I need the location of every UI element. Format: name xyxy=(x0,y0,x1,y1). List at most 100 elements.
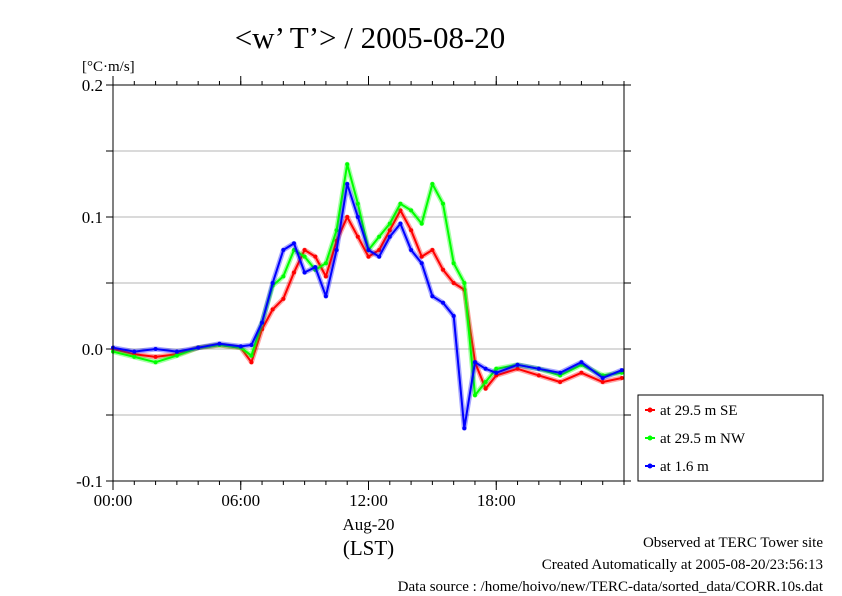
axis-ticks: -0.1 0.0 0.1 0.2 00:00 06:00 12:00 18:00 xyxy=(76,76,631,510)
series-point xyxy=(345,215,350,219)
series-point xyxy=(132,354,137,359)
series-point xyxy=(345,162,350,167)
series-point xyxy=(366,248,371,252)
series-point xyxy=(441,267,446,272)
y-axis-unit-label: [°C·m/s] xyxy=(82,59,135,75)
x-axis-title: (LST) xyxy=(343,536,394,560)
x-tick-label: 18:00 xyxy=(477,491,516,510)
series-point xyxy=(536,373,541,378)
series-point xyxy=(419,221,424,226)
series-point xyxy=(398,221,403,226)
series-point xyxy=(270,281,275,285)
series-point xyxy=(494,370,499,375)
series-point xyxy=(515,362,520,367)
legend-box xyxy=(637,394,824,482)
series-point xyxy=(132,349,137,354)
series-point xyxy=(600,376,605,381)
series-point xyxy=(451,261,456,266)
plot-frame xyxy=(112,84,625,482)
legend-marker xyxy=(647,435,653,441)
chart-title: <w’ T’> / 2005-08-20 xyxy=(235,20,506,55)
x-tick-label: 06:00 xyxy=(221,491,260,510)
series-point xyxy=(323,294,328,299)
series-point xyxy=(409,208,414,213)
series-point xyxy=(355,201,360,206)
series-line xyxy=(112,183,623,430)
legend-marker xyxy=(647,463,653,469)
series-point xyxy=(153,354,158,359)
series-point xyxy=(313,265,318,270)
series-point xyxy=(619,368,624,373)
series-point xyxy=(260,320,265,325)
series-point xyxy=(153,360,158,365)
series-point xyxy=(462,281,467,285)
series-point xyxy=(174,349,179,354)
series-point xyxy=(323,261,328,266)
footer-site-note: Observed at TERC Tower site xyxy=(642,535,823,551)
series-point xyxy=(334,228,339,233)
series-point xyxy=(281,274,286,279)
series-point xyxy=(238,344,243,349)
y-tick-label: -0.1 xyxy=(76,472,103,491)
series-point xyxy=(494,366,499,371)
series-point xyxy=(441,201,446,206)
series-point xyxy=(430,182,435,186)
series-point xyxy=(536,366,541,371)
legend-marker xyxy=(647,407,653,413)
series-point xyxy=(419,254,424,259)
legend-label: at 29.5 m SE xyxy=(660,403,738,419)
series-point xyxy=(579,360,584,365)
series-point xyxy=(249,353,254,358)
y-tick-label: 0.0 xyxy=(82,340,103,359)
series-point xyxy=(419,261,424,266)
series-point xyxy=(291,241,296,246)
series-point xyxy=(377,254,382,259)
series-point xyxy=(291,248,296,252)
series-point xyxy=(302,270,307,275)
series-point xyxy=(483,386,488,391)
series-point xyxy=(600,380,605,384)
series-point xyxy=(377,248,382,252)
series-point xyxy=(441,300,446,305)
series-point xyxy=(619,376,624,381)
series-point xyxy=(451,281,456,285)
x-tick-label: 00:00 xyxy=(94,491,133,510)
series-point xyxy=(366,254,371,259)
series-point xyxy=(430,294,435,299)
series-point xyxy=(409,228,414,233)
legend: at 29.5 m SE at 29.5 m NW at 1.6 m xyxy=(637,394,824,482)
series-point xyxy=(462,426,467,431)
series-point xyxy=(281,296,286,301)
series-lines xyxy=(111,161,624,431)
series-line xyxy=(112,163,623,397)
series-halo xyxy=(112,161,623,398)
series-point xyxy=(387,228,392,233)
series-point xyxy=(249,343,254,348)
series-point xyxy=(430,248,435,252)
series-point xyxy=(249,360,254,365)
series-point xyxy=(291,270,296,275)
series-point xyxy=(174,353,179,358)
series-point xyxy=(387,234,392,239)
series-point xyxy=(302,248,307,252)
legend-label: at 29.5 m NW xyxy=(660,431,746,447)
x-tick-label: 12:00 xyxy=(349,491,388,510)
series-point xyxy=(153,347,158,351)
series-point xyxy=(345,182,350,186)
series-point xyxy=(409,248,414,252)
series-point xyxy=(398,201,403,206)
series-point xyxy=(355,215,360,219)
series-point xyxy=(323,274,328,279)
y-tick-label: 0.2 xyxy=(82,76,103,95)
series-point xyxy=(313,254,318,259)
series-point xyxy=(377,234,382,239)
legend-label: at 1.6 m xyxy=(660,459,709,475)
series-point xyxy=(398,208,403,213)
series-point xyxy=(558,370,563,375)
series-point xyxy=(515,366,520,371)
series-point xyxy=(472,393,477,398)
series-point xyxy=(196,345,201,350)
footer-created-note: Created Automatically at 2005-08-20/23:5… xyxy=(541,557,823,573)
series-point xyxy=(302,254,307,259)
series-point xyxy=(483,380,488,384)
